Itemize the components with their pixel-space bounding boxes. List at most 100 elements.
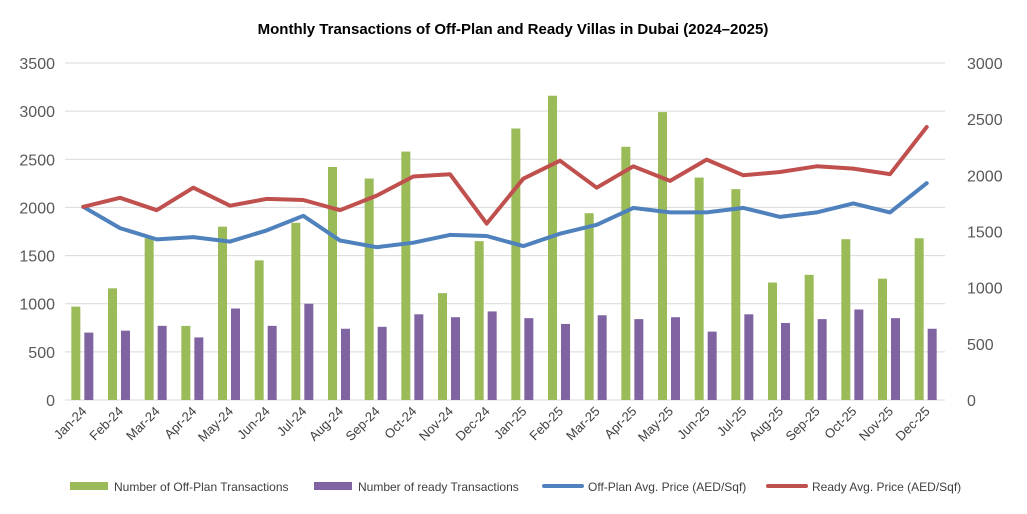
legend: Number of Off-Plan Transactions Number of… — [70, 480, 961, 494]
right-axis-tick-label: 2000 — [967, 168, 1003, 185]
x-axis-tick-label: Apr-25 — [601, 404, 639, 442]
x-axis-tick-label: Mar-25 — [563, 404, 603, 444]
bar — [181, 325, 191, 400]
bar — [451, 317, 460, 400]
bar — [254, 260, 264, 400]
legend-label: Ready Avg. Price (AED/Sqf) — [812, 480, 961, 494]
bar — [658, 112, 667, 400]
x-axis-tick-label: May-24 — [195, 404, 236, 445]
x-axis-tick-label: Aug-24 — [306, 404, 346, 444]
x-axis-tick-label: Jun-24 — [234, 404, 273, 443]
left-axis-tick-label: 3500 — [19, 56, 55, 73]
bar — [401, 151, 411, 400]
x-axis-tick-label: Feb-24 — [86, 404, 126, 444]
bar-series-2 — [84, 303, 937, 400]
legend-label: Off-Plan Avg. Price (AED/Sqf) — [588, 480, 746, 494]
bar — [817, 319, 827, 400]
bar — [144, 238, 154, 400]
bar-series-1 — [71, 95, 924, 400]
bar — [707, 331, 717, 400]
lines — [81, 125, 929, 250]
legend-item: Number of Off-Plan Transactions — [70, 480, 289, 494]
bar — [328, 166, 337, 400]
x-axis-tick-label: Aug-25 — [746, 404, 786, 444]
legend-label: Number of Off-Plan Transactions — [114, 480, 289, 494]
bar — [364, 178, 374, 400]
x-axis-tick-label: Jan-24 — [51, 404, 90, 443]
bar — [854, 309, 864, 400]
bar — [157, 325, 167, 400]
right-axis-tick-label: 1500 — [967, 225, 1003, 242]
x-axis-tick-label: Nov-24 — [416, 404, 456, 444]
legend-item: Off-Plan Avg. Price (AED/Sqf) — [542, 480, 746, 494]
bar — [891, 318, 900, 400]
left-axis-tick-label: 0 — [46, 393, 55, 410]
bar — [781, 322, 790, 400]
bar — [511, 128, 521, 400]
line-series-1 — [81, 181, 929, 250]
x-axis-tick-label: Apr-24 — [161, 404, 199, 442]
x-axis-tick-label: Oct-25 — [821, 404, 859, 442]
bar — [634, 319, 644, 400]
bars — [71, 95, 937, 400]
legend-label: Number of ready Transactions — [358, 480, 519, 494]
bar — [267, 325, 277, 400]
gridlines — [65, 62, 945, 401]
bar — [561, 323, 570, 400]
bar — [584, 213, 594, 400]
right-axis-tick-label: 2500 — [967, 112, 1003, 129]
x-axis-tick-label: Nov-25 — [856, 404, 896, 444]
x-axis-tick-label: Sep-25 — [783, 404, 823, 444]
x-axis-tick-label: Dec-24 — [453, 404, 493, 444]
x-axis-tick-label: May-25 — [635, 404, 676, 445]
left-axis-tick-label: 2000 — [19, 200, 55, 217]
right-axis-tick-label: 3000 — [967, 56, 1003, 73]
x-axis-tick-label: Jul-25 — [714, 404, 750, 440]
right-axis-tick-label: 0 — [967, 393, 976, 410]
bar — [304, 303, 314, 400]
right-axis-tick-label: 1000 — [967, 281, 1003, 298]
x-axis-tick-label: Mar-24 — [123, 404, 163, 444]
left-axis-tick-label: 1000 — [19, 297, 55, 314]
bar — [218, 226, 227, 400]
legend-item: Number of ready Transactions — [314, 480, 519, 494]
bar — [414, 314, 424, 400]
chart-title: Monthly Transactions of Off-Plan and Rea… — [258, 21, 769, 38]
bar — [768, 282, 777, 400]
right-axis-tick-label: 500 — [967, 337, 994, 354]
bar — [548, 95, 557, 400]
bar — [731, 189, 741, 400]
bar — [804, 274, 814, 400]
bar — [914, 238, 924, 400]
bar — [291, 222, 301, 400]
bar — [841, 239, 851, 400]
left-axis-tick-label: 3000 — [19, 104, 55, 121]
line-series-2 — [81, 125, 929, 226]
left-axis-tick-label: 500 — [28, 345, 55, 362]
bar — [121, 330, 130, 400]
legend-swatch — [70, 482, 108, 490]
bar — [597, 315, 607, 400]
x-axis-tick-label: Sep-24 — [343, 404, 383, 444]
bar — [671, 317, 680, 400]
bar — [487, 311, 497, 400]
bar — [194, 337, 204, 400]
legend-item: Ready Avg. Price (AED/Sqf) — [766, 480, 961, 494]
right-y-axis: 0 500 1000 1500 2000 2500 3000 — [967, 56, 1003, 410]
bar — [377, 326, 387, 400]
bar — [438, 293, 447, 400]
bar — [694, 177, 704, 400]
bar — [744, 314, 754, 400]
x-axis-tick-label: Jan-25 — [491, 404, 530, 443]
x-axis-tick-label: Jul-24 — [274, 404, 310, 440]
bar — [878, 278, 887, 400]
bar — [927, 328, 937, 400]
bar — [108, 288, 117, 400]
left-y-axis: 0 500 1000 1500 2000 2500 3000 3500 — [19, 56, 55, 410]
legend-swatch — [314, 482, 352, 490]
bar — [524, 318, 534, 400]
bar — [621, 146, 631, 400]
bar — [71, 306, 81, 400]
bar — [84, 332, 94, 400]
